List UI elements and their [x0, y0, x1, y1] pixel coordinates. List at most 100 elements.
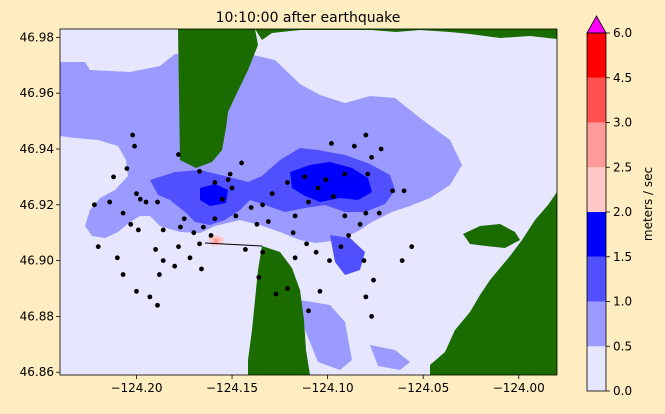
flow-region-southeast	[370, 345, 410, 370]
colorbar-tick-label: 0.0	[613, 384, 632, 398]
gauge-point	[363, 294, 369, 300]
gauge-point	[346, 233, 352, 238]
colorbar-tick-label: 3.0	[613, 116, 632, 130]
gauge-point	[187, 255, 193, 261]
colorbar-tick-label: 0.5	[613, 339, 632, 353]
gauge-point	[95, 244, 101, 250]
chart-title: 10:10:00 after earthquake	[216, 10, 401, 26]
colorbar-tick-label: 2.5	[613, 160, 632, 174]
gauge-point	[292, 255, 298, 261]
gauge-point	[304, 241, 309, 247]
y-tick-label: 46.96	[20, 86, 54, 100]
gauge-point	[306, 308, 311, 314]
gauge-point	[285, 286, 290, 291]
gauge-point	[130, 132, 136, 138]
colorbar-segment	[587, 167, 606, 212]
x-axis: −124.20 −124.15 −124.10 −124.05 −124.00	[110, 375, 545, 395]
land-south-spit	[248, 246, 310, 375]
gauge-point	[134, 288, 139, 294]
gauge-point	[330, 194, 336, 199]
flow-region-fast	[290, 162, 372, 202]
colorbar-segment	[587, 256, 606, 302]
gauge-point	[132, 143, 137, 149]
colorbar-label: meters / sec	[641, 167, 655, 241]
gauge-point	[114, 255, 120, 261]
gauge-point	[172, 263, 178, 269]
gauge-point	[191, 230, 197, 236]
gauge-point	[306, 199, 311, 205]
land-north-east	[255, 29, 557, 40]
gauge-point	[285, 180, 290, 185]
gauge-point	[197, 168, 202, 174]
gauge-point	[107, 199, 113, 205]
gauge-point	[160, 258, 166, 263]
flow-region-south	[300, 300, 352, 370]
gauge-point	[327, 258, 332, 263]
gauge-point	[390, 188, 396, 194]
y-tick-label: 46.98	[20, 30, 54, 44]
gauge-point	[273, 291, 279, 297]
gauge-point	[256, 274, 262, 280]
colorbar-tick-label: 4.5	[613, 71, 632, 85]
y-tick-label: 46.88	[20, 309, 54, 323]
gauge-point	[155, 199, 160, 205]
gauge-point	[317, 288, 323, 294]
gauge-point	[157, 272, 162, 277]
gauge-point	[265, 219, 271, 224]
gauge-point	[292, 213, 298, 219]
land-east-shore	[463, 224, 520, 248]
gauge-point	[176, 244, 181, 250]
gauge-point	[160, 227, 166, 233]
gauge-point	[147, 294, 153, 300]
gauge-point	[120, 272, 126, 277]
gauge-point	[399, 258, 405, 263]
axes-frame	[59, 28, 558, 376]
gauge-point	[208, 233, 214, 238]
gauge-point	[361, 258, 367, 263]
gauge-point	[338, 244, 344, 250]
gauge-point	[376, 210, 382, 216]
colorbar-extend	[586, 15, 607, 34]
gauge-point	[229, 185, 235, 191]
gauge-point	[143, 199, 149, 205]
gauge-point	[220, 196, 225, 202]
gauge-point	[225, 177, 231, 183]
gauge-point	[329, 141, 334, 146]
colorbar-segment	[587, 33, 606, 78]
x-tick-label: −124.10	[302, 381, 354, 395]
gauge-point	[365, 171, 371, 177]
y-tick-label: 46.92	[20, 198, 54, 212]
x-tick-label: −124.20	[110, 381, 162, 395]
y-axis: 46.86 46.88 46.90 46.92 46.94 46.96 46.98	[20, 30, 60, 379]
gauge-point	[212, 180, 218, 185]
gauge-point	[371, 277, 376, 283]
gauge-point	[342, 213, 348, 219]
gauge-point	[176, 152, 181, 157]
gauge-point	[378, 146, 384, 152]
land-north-spit	[178, 29, 258, 168]
colorbar-segment	[587, 77, 606, 123]
gauge-point	[342, 171, 348, 177]
gauge-point	[128, 221, 134, 227]
flow-region-hotspot-core	[213, 238, 219, 243]
land-southeast	[430, 192, 557, 375]
colorbar-segment	[587, 346, 606, 391]
gauge-point	[243, 247, 248, 252]
gauge-point	[212, 216, 218, 222]
gauge-point	[181, 216, 187, 222]
y-tick-label: 46.86	[20, 365, 54, 379]
gauge-point	[248, 205, 254, 210]
gauge-point	[227, 171, 233, 177]
gauge-point	[155, 302, 160, 308]
gauge-point	[363, 132, 369, 138]
gauge-point	[269, 191, 275, 197]
gauge-point	[178, 224, 183, 230]
gauge-point	[369, 314, 374, 319]
gauge-point	[323, 177, 329, 183]
colorbar-tick-label: 1.0	[613, 295, 632, 309]
gauge-point	[290, 230, 296, 236]
gauge-point	[153, 247, 158, 252]
colorbar-segment	[587, 212, 606, 257]
